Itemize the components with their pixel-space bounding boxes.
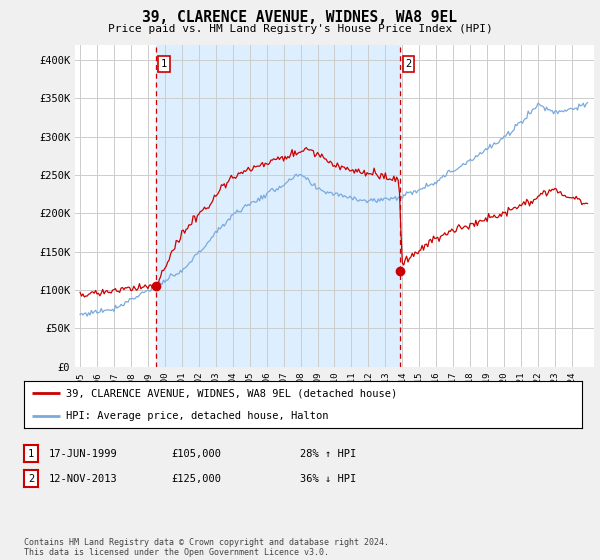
Text: 39, CLARENCE AVENUE, WIDNES, WA8 9EL (detached house): 39, CLARENCE AVENUE, WIDNES, WA8 9EL (de… [66, 388, 397, 398]
Text: 17-JUN-1999: 17-JUN-1999 [49, 449, 118, 459]
Text: 2: 2 [405, 59, 412, 69]
Text: 1: 1 [161, 59, 167, 69]
Text: 28% ↑ HPI: 28% ↑ HPI [300, 449, 356, 459]
Text: HPI: Average price, detached house, Halton: HPI: Average price, detached house, Halt… [66, 411, 328, 421]
Text: 2: 2 [28, 474, 34, 484]
Text: 39, CLARENCE AVENUE, WIDNES, WA8 9EL: 39, CLARENCE AVENUE, WIDNES, WA8 9EL [143, 10, 458, 25]
Text: £105,000: £105,000 [171, 449, 221, 459]
Bar [156, 45, 400, 367]
Text: 1: 1 [28, 449, 34, 459]
Text: £125,000: £125,000 [171, 474, 221, 484]
Text: 36% ↓ HPI: 36% ↓ HPI [300, 474, 356, 484]
Text: Price paid vs. HM Land Registry's House Price Index (HPI): Price paid vs. HM Land Registry's House … [107, 24, 493, 34]
Text: 12-NOV-2013: 12-NOV-2013 [49, 474, 118, 484]
Text: Contains HM Land Registry data © Crown copyright and database right 2024.
This d: Contains HM Land Registry data © Crown c… [24, 538, 389, 557]
